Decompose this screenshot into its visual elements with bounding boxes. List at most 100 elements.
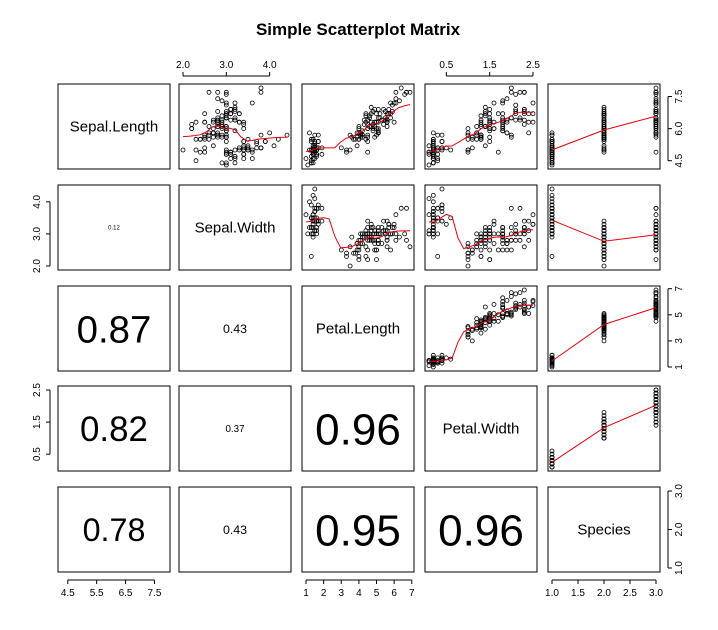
panel-r3-c3: Petal.Width: [424, 385, 538, 472]
data-point: [521, 300, 527, 306]
data-point: [549, 199, 555, 205]
data-point: [344, 149, 349, 155]
data-point: [513, 228, 519, 234]
data-point: [202, 119, 208, 125]
data-point: [426, 143, 432, 149]
data-point: [500, 126, 506, 132]
correlation-label: 0.87: [77, 308, 152, 351]
data-point: [386, 221, 392, 227]
data-point: [379, 241, 385, 246]
data-point: [370, 126, 376, 132]
data-point: [508, 132, 514, 138]
data-point: [500, 128, 506, 134]
data-point: [601, 218, 607, 224]
left-axis-tick-label: 2.0: [32, 259, 43, 273]
data-point: [361, 122, 367, 127]
data-point: [549, 228, 555, 234]
data-point: [508, 225, 514, 230]
data-point: [439, 145, 445, 151]
data-point: [258, 85, 264, 91]
data-point: [549, 205, 555, 211]
data-point: [439, 139, 445, 144]
data-point: [180, 147, 186, 153]
panel-frame: [424, 486, 538, 573]
data-point: [513, 231, 519, 237]
data-point: [439, 202, 445, 208]
data-point: [601, 122, 607, 127]
data-point: [465, 126, 471, 132]
correlation-label: 0.96: [315, 405, 401, 454]
data-point: [303, 156, 309, 162]
data-point: [653, 297, 659, 303]
data-point: [352, 136, 358, 142]
panel-frame: [547, 285, 661, 372]
data-point: [508, 134, 514, 140]
data-point: [487, 311, 493, 316]
data-point: [310, 156, 316, 162]
panel-frame: [178, 285, 292, 372]
data-point: [478, 241, 484, 246]
panel-frame: [547, 486, 661, 573]
data-point: [443, 221, 449, 227]
data-point: [435, 158, 441, 164]
data-point: [513, 291, 519, 297]
data-point: [351, 250, 357, 256]
data-point: [530, 297, 536, 303]
data-point: [653, 128, 659, 134]
bottom-axis-tick-label: 1: [303, 588, 309, 599]
data-point: [500, 100, 506, 106]
data-point: [202, 134, 208, 140]
data-point: [517, 290, 523, 296]
bottom-axis-tick-label: 4.5: [61, 588, 75, 599]
data-point: [223, 128, 229, 134]
data-point: [310, 231, 316, 237]
data-point: [430, 231, 436, 237]
data-point: [653, 318, 659, 324]
data-point: [215, 89, 221, 95]
data-point: [601, 147, 607, 153]
data-point: [396, 98, 402, 104]
data-point: [601, 311, 607, 316]
panel-r1-c0: 0.12: [57, 184, 171, 271]
data-point: [284, 132, 290, 138]
bottom-axis-tick-label: 1.0: [545, 588, 559, 599]
data-point: [393, 231, 399, 237]
data-point: [465, 324, 471, 329]
panel-frame: [178, 385, 292, 472]
data-point: [530, 100, 536, 106]
data-point: [487, 119, 493, 125]
data-point: [504, 96, 510, 102]
left-axis-tick-label: 3.0: [32, 227, 43, 241]
panel-frame: [301, 184, 415, 271]
data-point: [601, 413, 607, 419]
panel-frame: [424, 184, 538, 271]
data-point: [393, 212, 399, 218]
data-point: [521, 122, 527, 127]
data-point: [601, 132, 607, 138]
bottom-axis-tick-label: 6: [391, 588, 397, 599]
panels: Sepal.Length 0.12 Sepal.Width 0.87 0.43 Petal…: [32, 60, 685, 599]
data-point: [356, 257, 362, 263]
data-point: [202, 111, 208, 117]
data-point: [549, 231, 555, 237]
data-point: [368, 237, 374, 243]
data-point: [549, 156, 555, 162]
data-point: [508, 85, 514, 91]
data-point: [653, 400, 659, 406]
data-point: [384, 244, 390, 250]
data-point: [381, 218, 387, 224]
data-point: [482, 104, 488, 110]
data-point: [513, 307, 519, 313]
data-point: [508, 247, 514, 253]
data-point: [549, 209, 555, 214]
data-point: [305, 162, 311, 168]
data-point: [482, 231, 488, 237]
data-point: [223, 115, 229, 121]
data-point: [241, 139, 247, 144]
panel-frame: [57, 385, 171, 472]
data-point: [338, 145, 344, 151]
data-point: [478, 122, 484, 127]
data-point: [241, 126, 247, 132]
data-point: [469, 145, 475, 151]
left-axis-tick-label: 4.0: [32, 194, 43, 208]
